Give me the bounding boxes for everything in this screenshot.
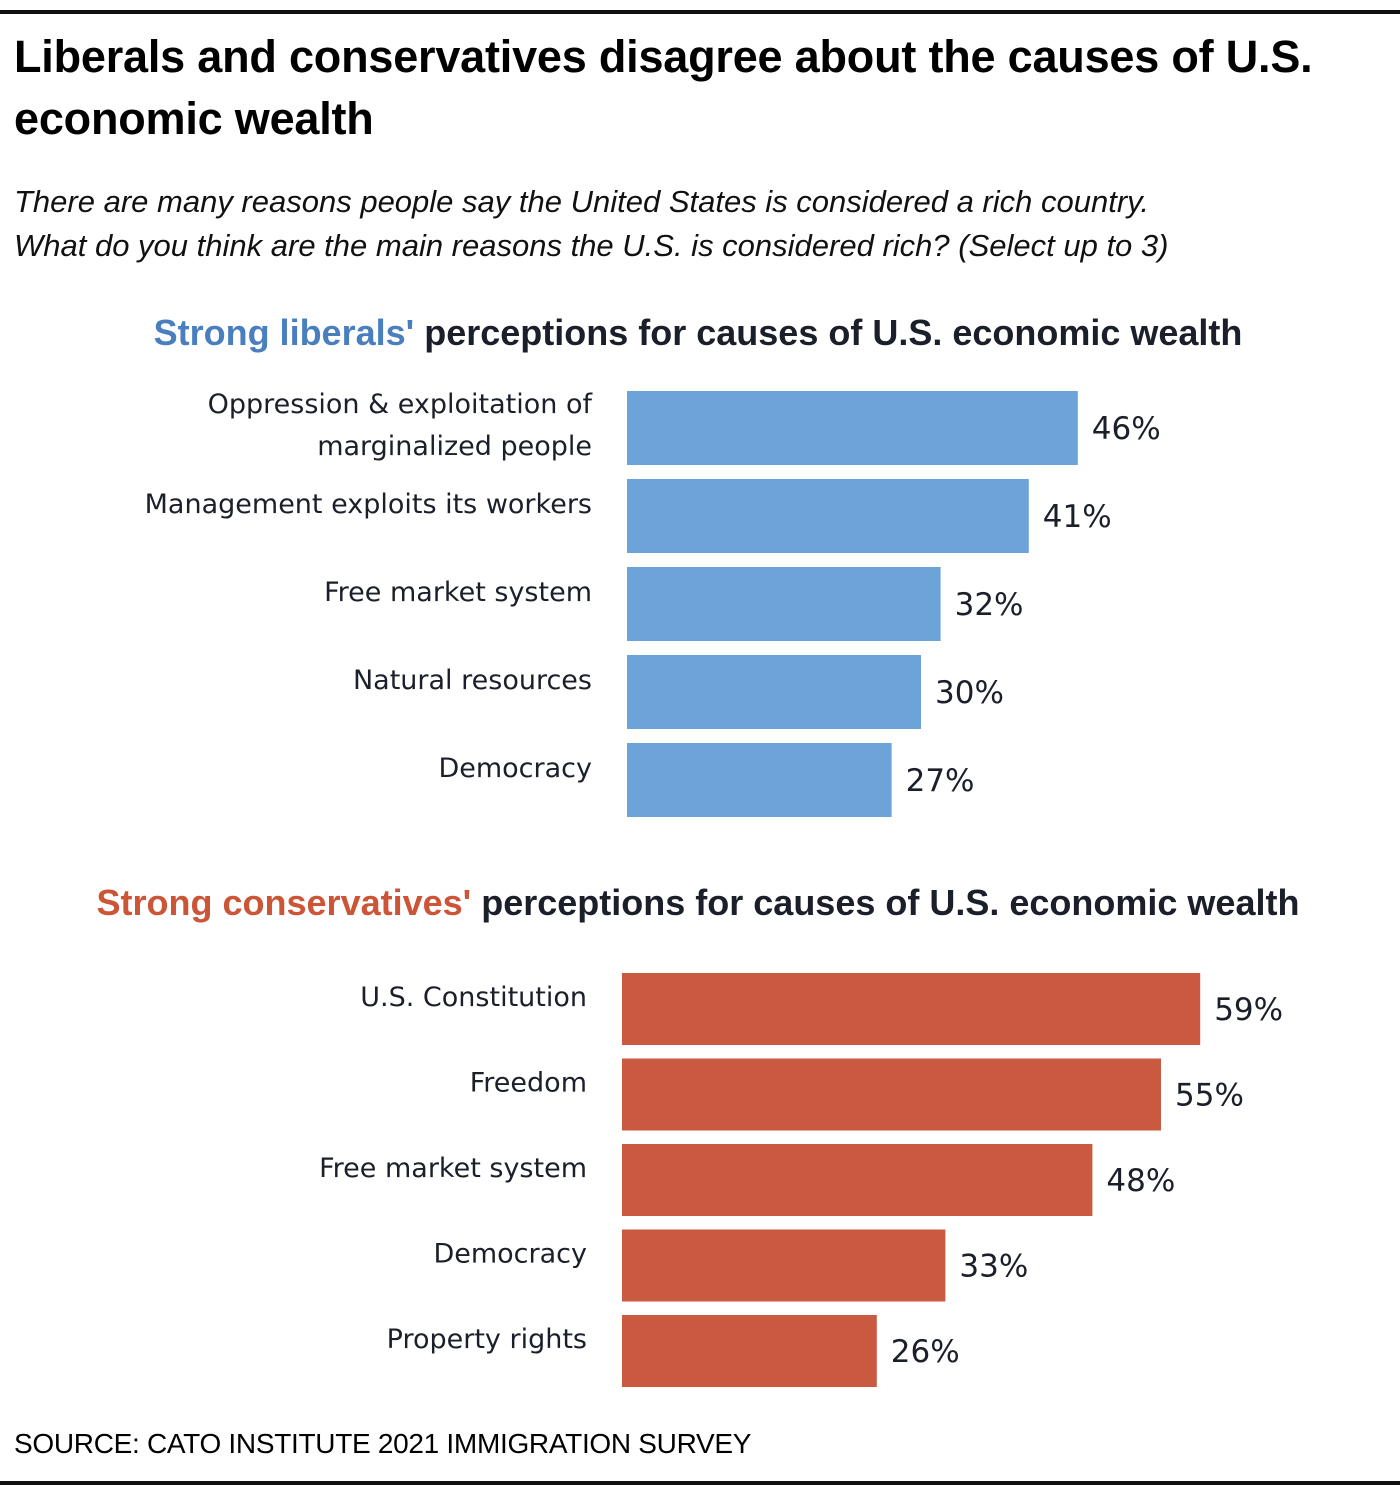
liberals-category-label-1-line-2: marginalized people (317, 431, 592, 462)
conservatives-value-label-3: 48% (1106, 1163, 1175, 1199)
liberals-category-label-2-line-1: Management exploits its workers (145, 489, 592, 520)
liberals-category-label-2: Management exploits its workers (145, 489, 592, 520)
liberals-bar-2 (627, 479, 1029, 553)
conservatives-value-label-2: 55% (1175, 1078, 1244, 1114)
conservatives-category-label-5-line-1: Property rights (387, 1324, 587, 1355)
conservatives-bar-4 (622, 1229, 946, 1302)
liberals-highlight: Strong liberals' (153, 312, 415, 353)
liberals-value-label-5: 27% (906, 763, 975, 799)
liberals-bar-chart: 46% Oppression & exploitation of marginali… (145, 389, 1161, 817)
conservatives-bar-3 (622, 1144, 1093, 1216)
liberals-value-label-2: 41% (1043, 499, 1112, 535)
liberals-value-label-3: 32% (955, 587, 1024, 623)
survey-question: There are many reasons people say the Un… (14, 180, 1394, 268)
conservatives-value-label-5: 26% (891, 1334, 960, 1370)
liberals-category-label-3: Free market system (324, 577, 592, 608)
liberals-value-label-4: 30% (935, 675, 1004, 711)
conservatives-highlight: Strong conservatives' (96, 882, 472, 923)
conservatives-category-label-1: U.S. Constitution (360, 982, 587, 1013)
top-rule (0, 10, 1400, 14)
chart-title: Liberals and conservatives disagree abou… (14, 31, 1313, 144)
conservatives-category-label-5: Property rights (387, 1324, 587, 1355)
liberals-bar-5 (627, 743, 892, 817)
conservatives-category-label-2-line-1: Freedom (470, 1068, 587, 1099)
conservatives-bar-1 (622, 973, 1201, 1045)
conservatives-category-label-1-line-1: U.S. Constitution (360, 982, 587, 1013)
conservatives-category-label-3-line-1: Free market system (319, 1153, 587, 1184)
liberals-title-rest: perceptions for causes of U.S. economic … (414, 312, 1243, 353)
conservatives-value-label-4: 33% (959, 1249, 1028, 1285)
conservatives-category-label-4-line-1: Democracy (433, 1239, 587, 1270)
liberals-category-label-5-line-1: Democracy (438, 753, 592, 784)
liberals-value-label-1: 46% (1092, 411, 1161, 447)
conservatives-title-rest: perceptions for causes of U.S. economic … (471, 882, 1300, 923)
survey-question-line-1: There are many reasons people say the Un… (14, 184, 1149, 219)
liberals-category-label-1-line-1: Oppression & exploitation of (208, 389, 594, 420)
conservatives-bar-5 (622, 1315, 877, 1387)
conservatives-bar-2 (622, 1058, 1161, 1131)
conservatives-category-label-4: Democracy (433, 1239, 587, 1270)
liberals-category-label-4: Natural resources (353, 665, 592, 696)
liberals-category-label-4-line-1: Natural resources (353, 665, 592, 696)
liberals-category-label-1: Oppression & exploitation of marginalized… (208, 389, 594, 462)
conservatives-category-label-3: Free market system (319, 1153, 587, 1184)
liberals-bar-4 (627, 655, 921, 729)
liberals-category-label-5: Democracy (438, 753, 592, 784)
conservatives-bar-chart: 59% U.S. Constitution 55% Freedom 48% Free ma… (319, 973, 1283, 1387)
conservatives-panel-title: Strong conservatives' perceptions for ca… (0, 881, 1398, 925)
bottom-rule (0, 1481, 1400, 1485)
conservatives-value-label-1: 59% (1214, 992, 1283, 1028)
conservatives-category-label-2: Freedom (470, 1068, 587, 1099)
source-note: SOURCE: CATO INSTITUTE 2021 IMMIGRATION … (14, 1428, 752, 1459)
liberals-bar-1 (627, 391, 1078, 465)
liberals-category-label-3-line-1: Free market system (324, 577, 592, 608)
survey-question-line-2: What do you think are the main reasons t… (14, 228, 1169, 263)
liberals-panel-title: Strong liberals' perceptions for causes … (0, 311, 1398, 355)
liberals-bar-3 (627, 567, 941, 641)
